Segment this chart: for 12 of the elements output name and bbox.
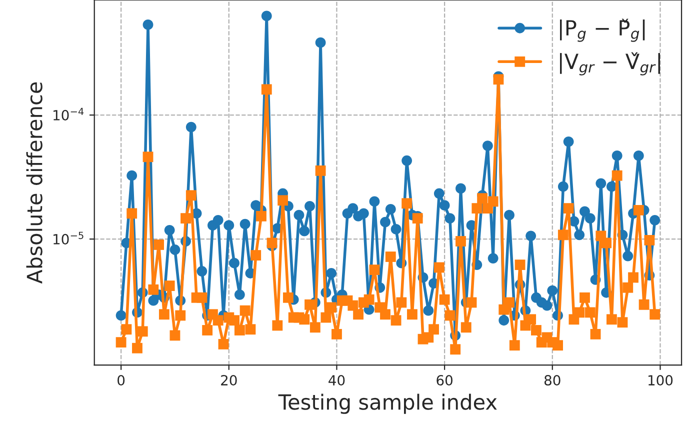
x-tick-label: 80 <box>544 375 560 386</box>
y-axis-title: Absolute difference <box>26 82 42 284</box>
x-tick-label: 0 <box>118 375 125 386</box>
x-tick-label: 40 <box>328 375 345 386</box>
x-axis-title: Testing sample index <box>278 394 497 414</box>
y-tick-label: 10$^{−5}$ <box>54 232 84 244</box>
y-tick-label: 10$^{−4}$ <box>54 108 84 120</box>
legend-label: |P$_{g}$ − P̌$_{g}$| <box>560 18 645 42</box>
x-tick-label: 100 <box>648 375 673 386</box>
x-tick-label: 60 <box>436 375 452 386</box>
x-tick-label: 20 <box>221 375 237 386</box>
legend-label: |V$_{gr}$ − V̌$_{gr}$| <box>560 52 660 76</box>
